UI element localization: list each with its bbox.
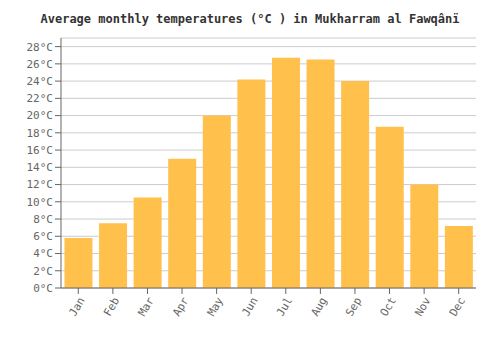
svg-text:Feb: Feb	[101, 295, 122, 319]
svg-text:14°C: 14°C	[27, 161, 54, 174]
svg-text:Jan: Jan	[66, 295, 87, 319]
svg-text:4°C: 4°C	[33, 247, 53, 260]
svg-text:Mar: Mar	[136, 295, 157, 319]
svg-text:22°C: 22°C	[27, 92, 54, 105]
svg-text:May: May	[205, 295, 226, 319]
svg-text:12°C: 12°C	[27, 178, 54, 191]
svg-text:Nov: Nov	[412, 295, 433, 319]
svg-text:Apr: Apr	[170, 295, 191, 319]
svg-text:Jun: Jun	[239, 295, 260, 319]
svg-text:8°C: 8°C	[33, 213, 53, 226]
svg-text:24°C: 24°C	[27, 75, 54, 88]
svg-text:28°C: 28°C	[27, 41, 54, 54]
svg-text:10°C: 10°C	[27, 196, 54, 209]
html-text:Average monthly temperatures (: Average monthly temperatures (°C ) in Mu…	[40, 12, 460, 26]
svg-text:Aug: Aug	[309, 295, 330, 319]
svg-text:Sep: Sep	[343, 295, 364, 319]
svg-text:Oct: Oct	[378, 295, 399, 319]
svg-text:18°C: 18°C	[27, 127, 54, 140]
svg-text:6°C: 6°C	[33, 230, 53, 243]
svg-text:0°C: 0°C	[33, 282, 53, 295]
svg-text:20°C: 20°C	[27, 109, 54, 122]
svg-text:Dec: Dec	[447, 295, 468, 319]
svg-text:26°C: 26°C	[27, 58, 54, 71]
svg-text:16°C: 16°C	[27, 144, 54, 157]
svg-text:Jul: Jul	[274, 295, 295, 319]
svg-text:2°C: 2°C	[33, 265, 53, 278]
